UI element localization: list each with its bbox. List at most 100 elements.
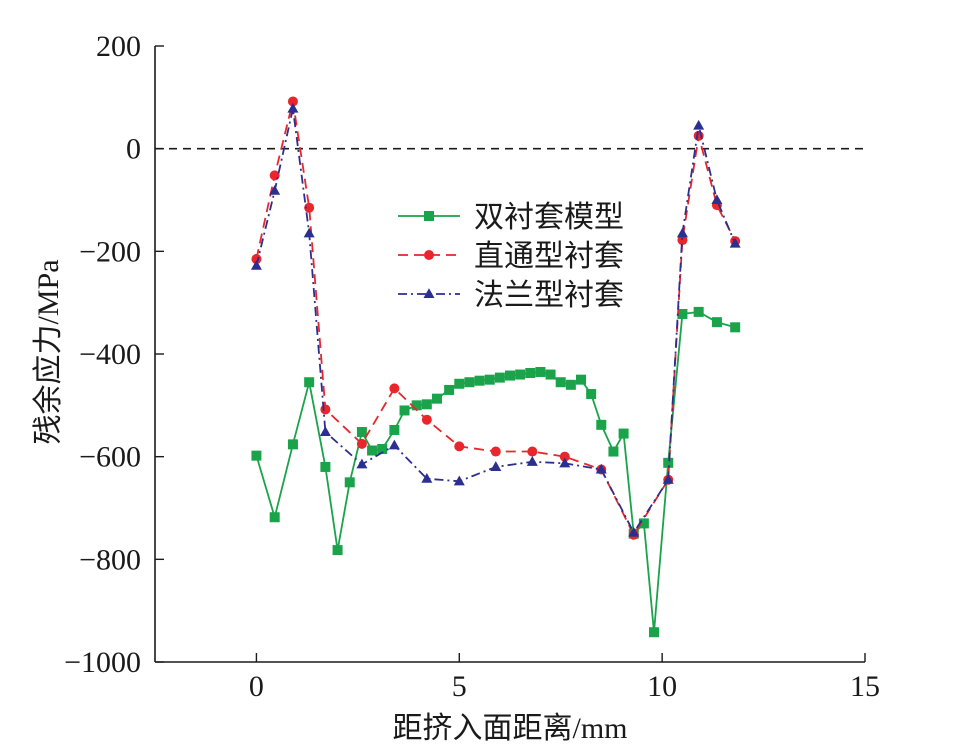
data-point-square	[444, 384, 455, 395]
legend-label: 双衬套模型	[474, 201, 624, 234]
data-point-circle	[490, 446, 501, 457]
series-line	[255, 310, 736, 634]
data-point-circle	[421, 414, 432, 425]
data-point-square	[545, 369, 556, 380]
axes: 200 0 −200 −400 −600 −800 −1000 0 5 10 15	[64, 30, 880, 703]
data-point-square	[618, 428, 629, 439]
y-tick-label: −400	[79, 338, 141, 371]
data-point-circle	[527, 446, 538, 457]
data-point-square	[515, 369, 526, 380]
data-point-triangle	[595, 463, 607, 474]
x-tick-label: 5	[452, 670, 467, 703]
data-point-square	[411, 400, 422, 411]
data-point-triangle	[356, 458, 368, 469]
data-point-triangle	[388, 439, 400, 450]
data-point-square	[565, 379, 576, 390]
x-tick-label: 10	[647, 670, 677, 703]
data-point-triangle	[303, 227, 315, 238]
data-point-square	[464, 377, 475, 388]
data-point-circle	[320, 404, 331, 415]
y-tick-label: −1000	[64, 646, 141, 679]
x-tick-label: 0	[249, 670, 264, 703]
data-point-circle	[424, 250, 434, 260]
data-point-triangle	[453, 475, 465, 486]
y-tick-label: 0	[126, 133, 141, 166]
data-point-square	[399, 405, 410, 416]
data-point-square	[431, 393, 442, 404]
data-point-square	[332, 545, 343, 556]
data-point-square	[454, 378, 465, 389]
x-tick-label: 15	[850, 670, 880, 703]
data-point-triangle	[559, 457, 571, 468]
y-axis-title: 残余应力/MPa	[32, 259, 65, 444]
data-point-square	[663, 457, 674, 468]
legend-item-2: 直通型衬套	[398, 240, 624, 273]
legend-item-3: 法兰型衬套	[398, 279, 624, 312]
y-tick-label: −200	[79, 235, 141, 268]
data-point-square	[730, 322, 741, 333]
data-point-circle	[559, 451, 570, 462]
data-point-triangle	[250, 259, 262, 270]
data-point-triangle	[287, 102, 299, 113]
data-point-square	[505, 370, 515, 381]
data-point-triangle	[423, 288, 435, 299]
data-point-square	[711, 317, 722, 328]
data-point-square	[608, 446, 619, 457]
data-point-square	[638, 518, 649, 529]
data-point-square	[474, 375, 485, 386]
data-point-square	[424, 211, 434, 221]
data-point-circle	[677, 235, 688, 246]
data-point-square	[677, 308, 688, 319]
series-1	[251, 306, 741, 638]
data-point-triangle	[662, 474, 674, 484]
data-point-square	[356, 427, 367, 438]
data-point-square	[494, 372, 505, 383]
data-point-square	[596, 419, 607, 430]
data-point-circle	[251, 254, 262, 265]
legend-label: 法兰型衬套	[474, 279, 624, 312]
data-point-square	[484, 374, 495, 385]
data-point-square	[367, 445, 378, 456]
x-axis-title: 距挤入面距离/mm	[392, 712, 627, 745]
data-point-triangle	[711, 194, 723, 205]
data-point-triangle	[490, 461, 502, 471]
data-point-square	[320, 461, 331, 472]
data-point-triangle	[693, 119, 705, 130]
data-point-square	[535, 366, 546, 377]
data-point-triangle	[421, 472, 433, 483]
data-point-triangle	[676, 227, 688, 238]
y-tick-label: −800	[79, 543, 141, 576]
data-point-square	[269, 512, 280, 523]
data-point-circle	[454, 441, 465, 452]
series-3	[250, 102, 741, 537]
data-point-triangle	[319, 426, 331, 437]
legend-item-1: 双衬套模型	[398, 201, 624, 234]
data-point-triangle	[729, 237, 741, 248]
data-point-circle	[287, 96, 298, 107]
data-point-square	[251, 450, 262, 461]
legend-label: 直通型衬套	[474, 240, 624, 273]
data-point-square	[344, 477, 355, 488]
data-point-square	[576, 374, 586, 385]
data-point-circle	[304, 202, 315, 213]
data-point-square	[287, 439, 298, 450]
data-point-square	[693, 306, 704, 317]
data-point-circle	[356, 438, 367, 449]
series-group	[250, 96, 741, 638]
data-point-square	[525, 367, 536, 378]
data-point-triangle	[628, 526, 640, 537]
y-tick-label: 200	[96, 30, 141, 63]
data-point-square	[421, 399, 432, 410]
data-point-square	[389, 424, 400, 435]
data-point-triangle	[269, 185, 281, 195]
data-point-square	[649, 627, 660, 638]
data-point-square	[377, 443, 388, 454]
data-point-square	[304, 377, 315, 388]
data-point-square	[586, 389, 597, 400]
data-point-square	[555, 377, 566, 388]
data-point-circle	[389, 383, 400, 394]
data-point-circle	[693, 130, 704, 141]
